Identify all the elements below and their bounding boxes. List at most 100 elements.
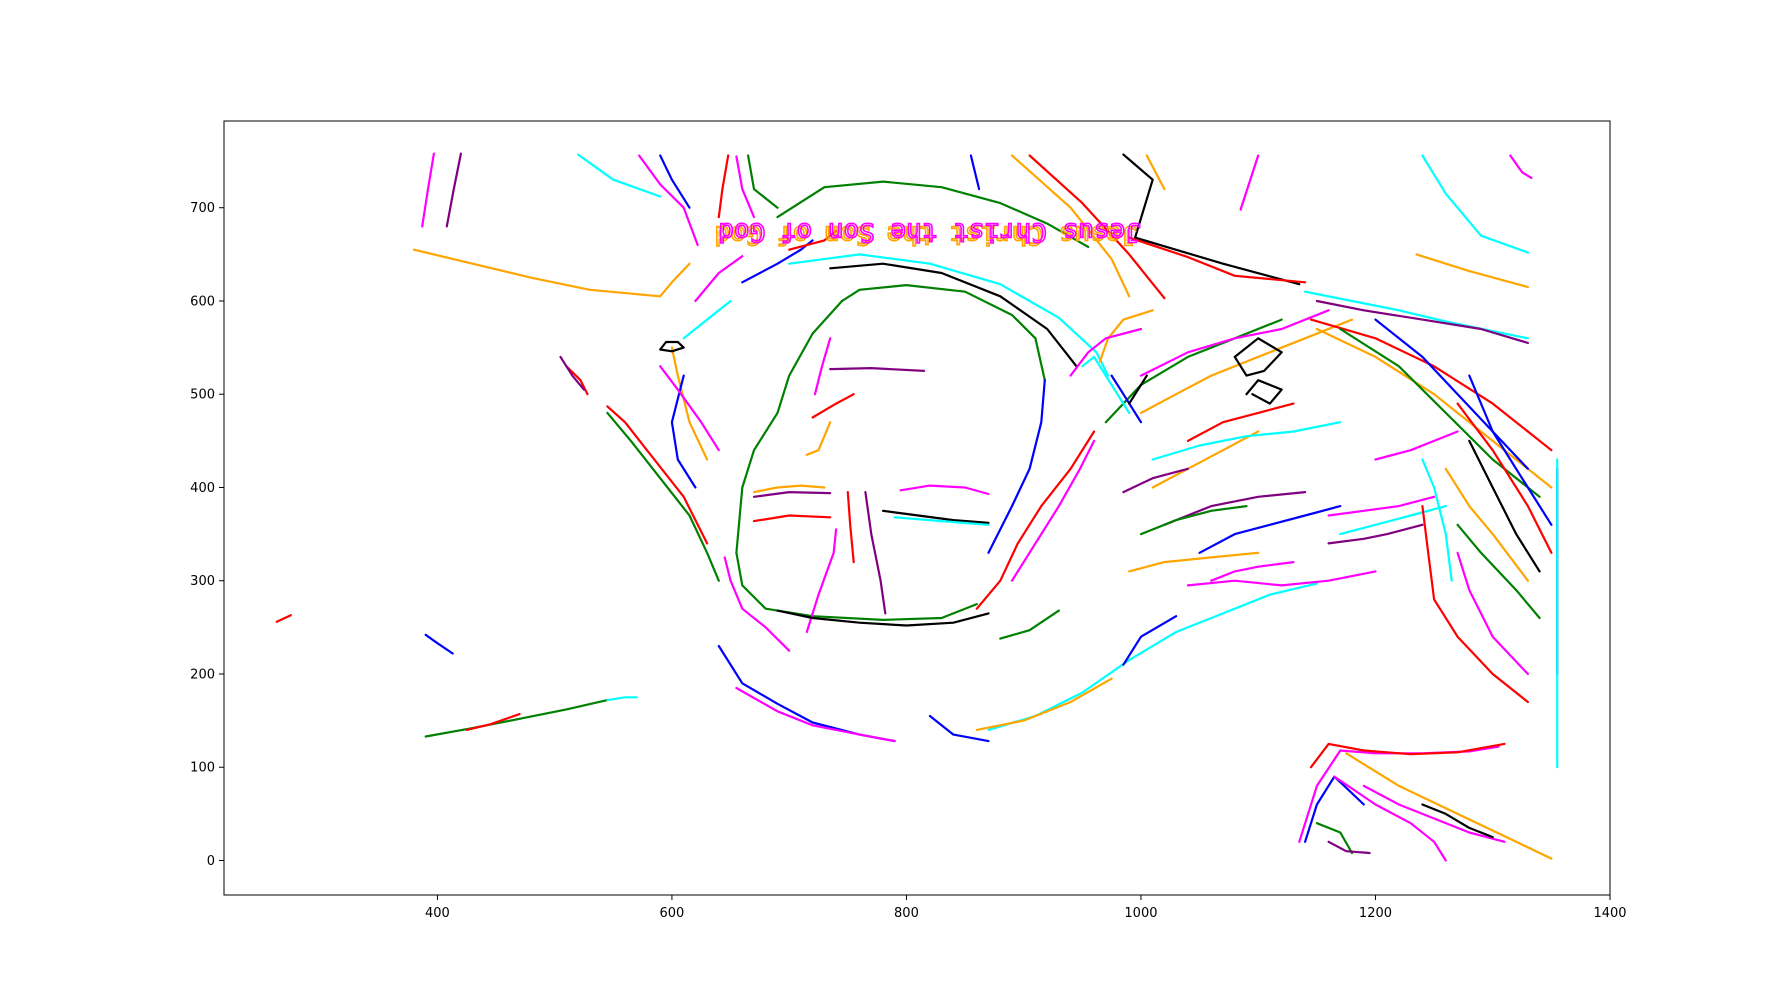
contour-line-65 (694, 255, 744, 303)
contour-line-82 (1327, 523, 1424, 545)
contour-line-69 (1104, 318, 1283, 424)
y-tick-label-500: 500 (190, 388, 215, 403)
contour-line-72 (1233, 337, 1283, 377)
x-tick-label-1400: 1400 (1593, 906, 1626, 921)
contour-line-38 (752, 491, 832, 498)
contour-line-17 (1010, 154, 1131, 298)
contour-line-28 (840, 284, 1046, 382)
contour-line-5 (421, 152, 435, 228)
contour-line-86 (1456, 402, 1553, 554)
contour-line-64 (659, 262, 691, 298)
contour-line-71 (1139, 318, 1354, 414)
contour-line-25 (1415, 253, 1529, 289)
y-tick-label-0: 0 (207, 854, 215, 869)
contour-line-59 (670, 374, 697, 489)
contour-line-104 (1151, 421, 1342, 461)
contour-line-52 (975, 677, 1113, 731)
contour-line-15 (788, 253, 1110, 377)
contour-line-33 (829, 367, 926, 372)
contour-line-30 (987, 379, 1046, 554)
contour-line-99 (1421, 803, 1494, 839)
contour-line-68 (788, 229, 838, 251)
contour-line-61 (659, 340, 685, 353)
y-tick-label-100: 100 (190, 761, 215, 776)
contour-line-108 (1128, 551, 1260, 573)
contour-line-88 (1468, 439, 1541, 573)
contour-line-76 (1315, 327, 1553, 489)
axes: 400 600 800 1000 1200 1400 0 100 200 300 400 500 600… (190, 120, 1627, 921)
contour-line-98 (1362, 784, 1506, 843)
contour-line-84 (1456, 551, 1529, 676)
contour-line-4 (275, 614, 292, 623)
contour-line-111 (1098, 309, 1154, 363)
contour-line-1 (465, 713, 521, 731)
contour-line-80 (1327, 495, 1436, 517)
contour-line-114 (1128, 374, 1148, 405)
contour-line-105 (1245, 379, 1283, 405)
contour-line-37 (752, 484, 826, 494)
contour-line-11 (717, 154, 730, 219)
contour-line-70 (1139, 309, 1330, 377)
contour-line-66 (682, 299, 732, 340)
contour-line-60 (659, 365, 720, 452)
contour-line-100 (1151, 430, 1260, 489)
contour-line-90 (1421, 458, 1453, 582)
y-tick-label-300: 300 (190, 574, 215, 589)
x-tick-label-400: 400 (425, 906, 450, 921)
contour-line-77 (1339, 327, 1541, 498)
contour-line-46 (776, 609, 990, 627)
contour-line-50 (928, 714, 990, 743)
y-tick-label-400: 400 (190, 481, 215, 496)
contour-line-44 (864, 491, 887, 615)
contour-line-43 (846, 491, 855, 564)
contour-line-27 (735, 299, 844, 554)
contour-line-85 (1444, 467, 1529, 582)
contour-line-54 (999, 609, 1060, 640)
contour-line-21 (1145, 154, 1166, 191)
contour-line-95 (1333, 775, 1447, 862)
contour-line-97 (1327, 840, 1371, 855)
contour-line-79 (1374, 430, 1459, 461)
contour-line-47 (723, 556, 791, 652)
x-tick-label-800: 800 (894, 906, 919, 921)
contour-line-35 (811, 393, 855, 419)
contour-line-10 (659, 154, 691, 209)
contour-line-106 (1139, 505, 1248, 536)
contour-line-24 (1421, 154, 1529, 254)
contour-line-112 (1069, 327, 1143, 377)
contour-line-36 (805, 421, 832, 456)
contour-line-56 (606, 405, 709, 545)
contour-line-49 (735, 686, 896, 743)
contour-line-45 (805, 528, 838, 634)
contour-line-23 (1239, 154, 1260, 211)
contour-line-74 (1315, 299, 1529, 344)
contour-line-0 (424, 699, 609, 738)
contour-line-75 (1309, 318, 1553, 452)
contour-line-107 (1210, 561, 1295, 582)
contour-line-87 (1468, 374, 1553, 526)
contour-line-20 (1122, 153, 1301, 286)
contour-line-78 (1374, 318, 1529, 470)
contour-line-31 (975, 430, 1096, 610)
contour-line-55 (1186, 570, 1377, 587)
mirrored-overlay-text: Jesus Christ the Son of God (718, 217, 1141, 247)
x-tick-label-1000: 1000 (1124, 906, 1157, 921)
axes-frame (223, 120, 1611, 896)
contour-line-110 (1110, 374, 1143, 424)
contour-line-103 (1186, 402, 1295, 442)
contour-line-94 (1345, 752, 1553, 860)
contour-line-2 (606, 696, 638, 702)
contour-line-83 (1421, 505, 1529, 704)
mirrored-overlay-text-shadow: Jesus Christ the Son of God (714, 220, 1137, 250)
contour-line-62 (565, 365, 589, 396)
contour-line-41 (881, 509, 990, 524)
contour-line-16 (829, 262, 1078, 368)
contour-line-91 (1298, 745, 1500, 843)
contour-line-39 (752, 514, 832, 523)
x-tick-label-600: 600 (660, 906, 685, 921)
contour-line-102 (1198, 505, 1342, 554)
y-tick-label-200: 200 (190, 667, 215, 682)
